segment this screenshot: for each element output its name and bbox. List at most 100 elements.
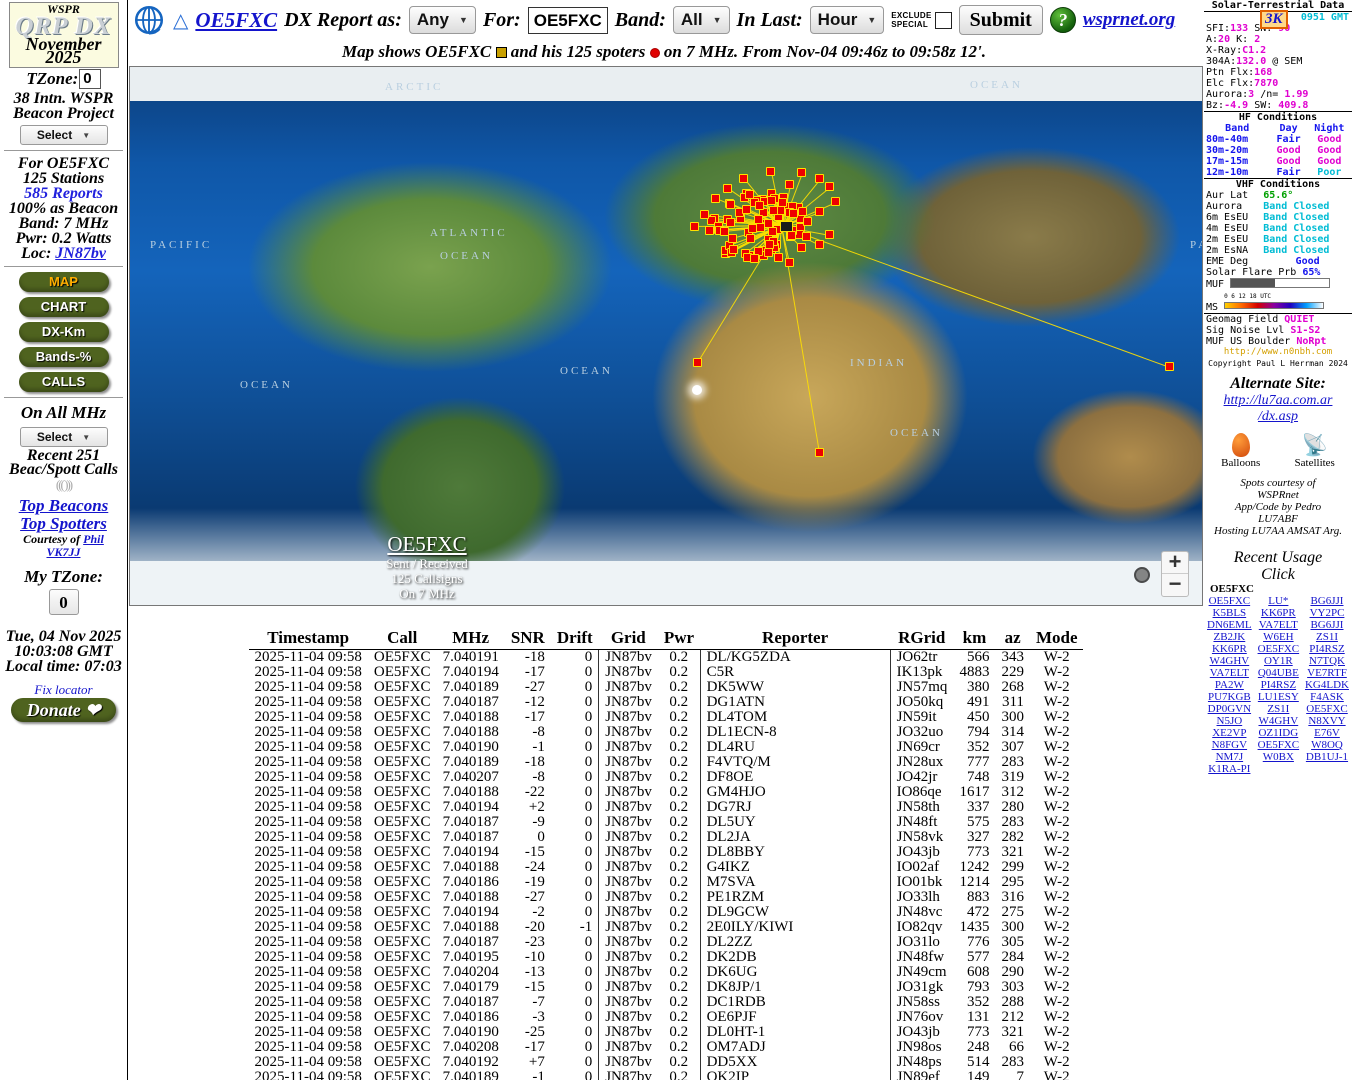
recent-call-cell[interactable]: LU1ESY bbox=[1255, 691, 1302, 703]
world-map[interactable]: ARCTIC OCEAN PACIFIC ATLANTIC OCEAN PACIFIC OC… bbox=[129, 66, 1203, 606]
table-row[interactable]: 2025-11-04 09:58 OE5FXC 7.040192 +7 0 JN87bv 0… bbox=[249, 1055, 1084, 1070]
recent-call-cell[interactable]: W4GHV bbox=[1255, 715, 1302, 727]
recent-call-cell[interactable]: PU7KGB bbox=[1204, 691, 1255, 703]
col-header-az[interactable]: az bbox=[995, 628, 1030, 650]
spot-marker[interactable] bbox=[723, 184, 732, 193]
table-row[interactable]: 2025-11-04 09:58 OE5FXC 7.040194 -15 0 JN87bv… bbox=[249, 845, 1084, 860]
table-row[interactable]: 2025-11-04 09:58 OE5FXC 7.040188 -17 0 JN87bv… bbox=[249, 710, 1084, 725]
zoom-out-button[interactable]: − bbox=[1162, 574, 1188, 596]
for-input[interactable]: OE5FXC bbox=[528, 7, 608, 34]
recent-call-cell[interactable]: OE5FXC bbox=[1255, 739, 1302, 751]
spot-marker[interactable] bbox=[705, 226, 714, 235]
spot-marker[interactable] bbox=[787, 231, 796, 240]
col-header-mhz[interactable]: MHz bbox=[437, 628, 505, 650]
col-header-reporter[interactable]: Reporter bbox=[700, 628, 890, 650]
spot-marker[interactable] bbox=[815, 174, 824, 183]
spot-marker[interactable] bbox=[802, 232, 811, 241]
recent-call-cell[interactable]: ZB2JK bbox=[1204, 631, 1255, 643]
spot-marker[interactable] bbox=[729, 245, 738, 254]
n0nbh-site-link[interactable]: http://www.n0nbh.com bbox=[1204, 347, 1352, 358]
exclude-special-checkbox[interactable] bbox=[935, 12, 952, 29]
table-row[interactable]: 2025-11-04 09:58 OE5FXC 7.040204 -13 0 JN87bv… bbox=[249, 965, 1084, 980]
recent-call-cell[interactable]: VA7ELT bbox=[1204, 667, 1255, 679]
satellites-link[interactable]: 📡 Satellites bbox=[1295, 433, 1335, 469]
recent-call-cell[interactable]: DN6EML bbox=[1204, 619, 1255, 631]
recent-call-cell[interactable]: VY2PC bbox=[1302, 607, 1352, 619]
spot-marker[interactable] bbox=[720, 227, 729, 236]
courtesy-name-link[interactable]: Phil bbox=[83, 532, 104, 546]
table-row[interactable]: 2025-11-04 09:58 OE5FXC 7.040186 -19 0 JN87bv… bbox=[249, 875, 1084, 890]
spot-marker[interactable] bbox=[746, 234, 755, 243]
table-row[interactable]: 2025-11-04 09:58 OE5FXC 7.040188 -20 -1 JN87b… bbox=[249, 920, 1084, 935]
nav-button-dxkm[interactable]: DX-Km bbox=[19, 322, 109, 342]
recent-call-cell[interactable]: KK6PR bbox=[1204, 643, 1255, 655]
submit-button[interactable]: Submit bbox=[959, 5, 1043, 35]
recent-call-cell[interactable]: PA2W bbox=[1204, 679, 1255, 691]
courtesy-call-link[interactable]: VK7JJ bbox=[46, 545, 80, 559]
recent-call-cell[interactable]: BG6JJI bbox=[1302, 619, 1352, 631]
fix-locator-link[interactable]: Fix locator bbox=[0, 682, 127, 698]
recent-call-cell[interactable]: KG4LDK bbox=[1302, 679, 1352, 691]
recent-call-cell[interactable]: N8XVY bbox=[1302, 715, 1352, 727]
table-row[interactable]: 2025-11-04 09:58 OE5FXC 7.040191 -18 0 JN87bv… bbox=[249, 650, 1084, 666]
recent-call-cell[interactable]: OE5FXC bbox=[1255, 643, 1302, 655]
spot-marker[interactable] bbox=[726, 218, 735, 227]
table-row[interactable]: 2025-11-04 09:58 OE5FXC 7.040188 -8 0 JN87bv 0… bbox=[249, 725, 1084, 740]
map-zoom-controls[interactable]: + − bbox=[1161, 551, 1189, 597]
recent-call-cell[interactable]: F4ASK bbox=[1302, 691, 1352, 703]
col-header-mode[interactable]: Mode bbox=[1030, 628, 1084, 650]
table-row[interactable]: 2025-11-04 09:58 OE5FXC 7.040207 -8 0 JN87bv 0… bbox=[249, 770, 1084, 785]
balloons-link[interactable]: Balloons bbox=[1221, 433, 1260, 469]
home-station-marker[interactable] bbox=[780, 221, 793, 232]
spot-marker[interactable] bbox=[748, 224, 757, 233]
spots-table-container[interactable]: Timestamp Call MHz SNR Drift Grid Pwr Reporter R… bbox=[128, 628, 1204, 1080]
col-header-drift[interactable]: Drift bbox=[551, 628, 599, 650]
recent-call-cell[interactable]: PI4RSZ bbox=[1302, 643, 1352, 655]
recent-call-cell[interactable]: Q04UBE bbox=[1255, 667, 1302, 679]
band-select[interactable]: All ▼ bbox=[673, 6, 730, 34]
loc-value[interactable]: JN87bv bbox=[55, 245, 106, 262]
spot-marker[interactable] bbox=[774, 253, 783, 262]
col-header-call[interactable]: Call bbox=[368, 628, 437, 650]
col-header-grid[interactable]: Grid bbox=[599, 628, 658, 650]
top-beacons-link[interactable]: Top Beacons bbox=[0, 497, 127, 515]
recent-call-cell[interactable]: OY1R bbox=[1255, 655, 1302, 667]
allmhz-select-dropdown[interactable]: Select ▼ bbox=[20, 427, 108, 447]
beacon-select-dropdown[interactable]: Select ▼ bbox=[20, 125, 108, 145]
recent-call-cell[interactable]: N8FGV bbox=[1204, 739, 1255, 751]
recent-call-cell[interactable]: XE2VP bbox=[1204, 727, 1255, 739]
nav-button-calls[interactable]: CALLS bbox=[19, 372, 109, 392]
recent-call-cell[interactable]: DP0GVN bbox=[1204, 703, 1255, 715]
recent-call-cell[interactable]: NM7J bbox=[1204, 751, 1255, 763]
spot-marker[interactable] bbox=[815, 240, 824, 249]
table-row[interactable]: 2025-11-04 09:58 OE5FXC 7.040187 -23 0 JN87bv… bbox=[249, 935, 1084, 950]
spot-marker[interactable] bbox=[785, 180, 794, 189]
spot-marker[interactable] bbox=[815, 448, 824, 457]
recent-call-cell[interactable]: DB1UJ-1 bbox=[1302, 751, 1352, 763]
spot-marker[interactable] bbox=[739, 174, 748, 183]
exclude-special-group[interactable]: EXCLUDE SPECIAL bbox=[891, 11, 951, 29]
nav-button-bands-pct[interactable]: Bands-% bbox=[19, 347, 109, 367]
table-row[interactable]: 2025-11-04 09:58 OE5FXC 7.040188 -22 0 JN87bv… bbox=[249, 785, 1084, 800]
recent-call-cell[interactable]: PI4RSZ bbox=[1255, 679, 1302, 691]
top-spotters-link[interactable]: Top Spotters bbox=[0, 515, 127, 533]
donate-button[interactable]: Donate ❤ bbox=[11, 698, 116, 722]
spot-marker[interactable] bbox=[767, 196, 776, 205]
table-row[interactable]: 2025-11-04 09:58 OE5FXC 7.040194 -17 0 JN87bv… bbox=[249, 665, 1084, 680]
spot-marker[interactable] bbox=[798, 207, 807, 216]
col-header-km[interactable]: km bbox=[953, 628, 995, 650]
spot-marker[interactable] bbox=[755, 201, 764, 210]
recent-call-cell[interactable]: K5BLS bbox=[1204, 607, 1255, 619]
spot-marker[interactable] bbox=[764, 248, 773, 257]
table-row[interactable]: 2025-11-04 09:58 OE5FXC 7.040188 -24 0 JN87bv… bbox=[249, 860, 1084, 875]
spot-marker[interactable] bbox=[789, 209, 798, 218]
wsprnet-link[interactable]: wsprnet.org bbox=[1083, 9, 1175, 31]
spot-marker[interactable] bbox=[797, 243, 806, 252]
my-tzone-input[interactable]: 0 bbox=[49, 589, 79, 615]
spot-marker[interactable] bbox=[711, 194, 720, 203]
recent-call-cell[interactable]: N5JO bbox=[1204, 715, 1255, 727]
spot-marker[interactable] bbox=[700, 210, 709, 219]
station-call-link[interactable]: OE5FXC bbox=[195, 8, 277, 33]
spot-marker[interactable] bbox=[745, 190, 754, 199]
recent-call-cell[interactable]: KK6PR bbox=[1255, 607, 1302, 619]
